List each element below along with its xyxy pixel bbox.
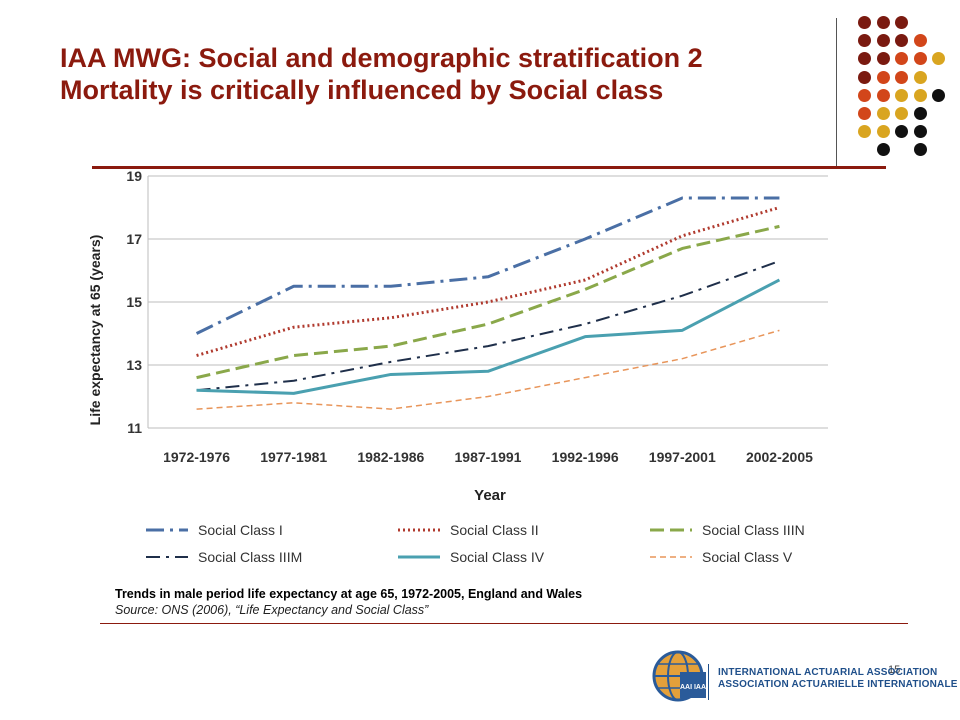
legend-label: Social Class IIIN	[702, 522, 805, 538]
decorative-dot	[913, 125, 927, 139]
decorative-dot	[895, 52, 908, 66]
legend-label: Social Class V	[702, 549, 793, 565]
decorative-dot	[858, 125, 871, 139]
logo-line-2: ASSOCIATION ACTUARIELLE INTERNATIONALE	[718, 679, 958, 690]
title-rule	[92, 166, 886, 169]
decorative-dot-grid	[850, 12, 950, 162]
logo-separator	[708, 664, 709, 700]
caption-title: Trends in male period life expectancy at…	[115, 587, 583, 601]
x-tick-label: 1972-1976	[163, 449, 230, 465]
series-line	[196, 329, 780, 410]
decorative-dot	[913, 107, 927, 120]
decorative-dot	[913, 143, 927, 157]
x-tick-label: 2002-2005	[746, 449, 813, 465]
legend-label: Social Class IIIM	[198, 549, 302, 565]
caption-source: Source: ONS (2006), “Life Expectancy and…	[115, 603, 429, 617]
y-tick-label: 19	[126, 168, 142, 184]
title-line-1: IAA MWG: Social and demographic stratifi…	[60, 43, 703, 73]
decorative-dot	[876, 70, 890, 84]
header-divider	[836, 18, 837, 166]
decorative-dot	[858, 52, 871, 66]
chart-series	[195, 196, 781, 410]
decorative-dot	[895, 34, 908, 48]
chart-legend: Social Class I Social Class II Social Clas…	[146, 522, 805, 565]
x-tick-label: 1992-1996	[552, 449, 619, 465]
y-tick-label: 15	[126, 294, 142, 310]
logo-mark: AAI IAA	[680, 684, 706, 691]
figure-caption: Trends in male period life expectancy at…	[115, 586, 582, 618]
x-tick-labels: 1972-1976 1977-1981 1982-1986 1987-1991 1992…	[163, 449, 813, 465]
series-line	[196, 224, 780, 380]
caption-rule	[100, 623, 908, 624]
y-tick-label: 17	[126, 231, 142, 247]
decorative-dot	[913, 88, 927, 102]
chart-grid	[147, 175, 828, 429]
decorative-dot	[932, 52, 945, 66]
series-line	[196, 260, 780, 392]
decorative-dot	[895, 107, 908, 120]
x-tick-label: 1982-1986	[357, 449, 424, 465]
decorative-dot	[895, 70, 908, 84]
x-tick-label: 1977-1981	[260, 449, 327, 465]
decorative-dot	[876, 143, 890, 157]
decorative-dot	[895, 125, 908, 139]
y-tick-label: 11	[127, 420, 142, 436]
decorative-dot	[913, 52, 927, 66]
x-axis-label: Year	[474, 487, 506, 504]
title-line-2: Mortality is critically influenced by So…	[60, 75, 664, 105]
series-line	[196, 278, 781, 395]
legend-label: Social Class I	[198, 522, 283, 538]
decorative-dot	[895, 88, 908, 102]
series-line	[196, 206, 780, 357]
decorative-dot	[876, 16, 890, 29]
decorative-dot	[876, 34, 890, 48]
logo-line-1: INTERNATIONAL ACTUARIAL ASSOCIATION	[718, 667, 938, 678]
decorative-dot	[913, 34, 927, 48]
logo-text: INTERNATIONAL ACTUARIAL ASSOCIATION ASSO…	[718, 667, 958, 691]
decorative-dot	[858, 88, 871, 102]
x-tick-label: 1997-2001	[649, 449, 716, 465]
y-tick-label: 13	[126, 357, 142, 373]
y-axis-label: Life expectancy at 65 (years)	[87, 235, 103, 426]
decorative-dot	[876, 125, 890, 139]
decorative-dot	[876, 88, 890, 102]
decorative-dot	[895, 16, 908, 29]
page-number: 15	[888, 664, 901, 676]
decorative-dot	[858, 34, 871, 48]
decorative-dot	[932, 88, 945, 102]
y-tick-labels: 11 13 15 17 19	[126, 168, 142, 436]
legend-label: Social Class IV	[450, 549, 545, 565]
iaa-logo: AAI IAA	[652, 650, 706, 702]
legend-label: Social Class II	[450, 522, 539, 538]
x-tick-label: 1987-1991	[455, 449, 522, 465]
decorative-dot	[858, 16, 871, 29]
decorative-dot	[858, 70, 871, 84]
decorative-dot	[876, 52, 890, 66]
decorative-dot	[858, 107, 871, 120]
page-title: IAA MWG: Social and demographic stratifi…	[60, 42, 840, 106]
series-line	[195, 196, 780, 335]
decorative-dot	[913, 70, 927, 84]
decorative-dot	[876, 107, 890, 120]
